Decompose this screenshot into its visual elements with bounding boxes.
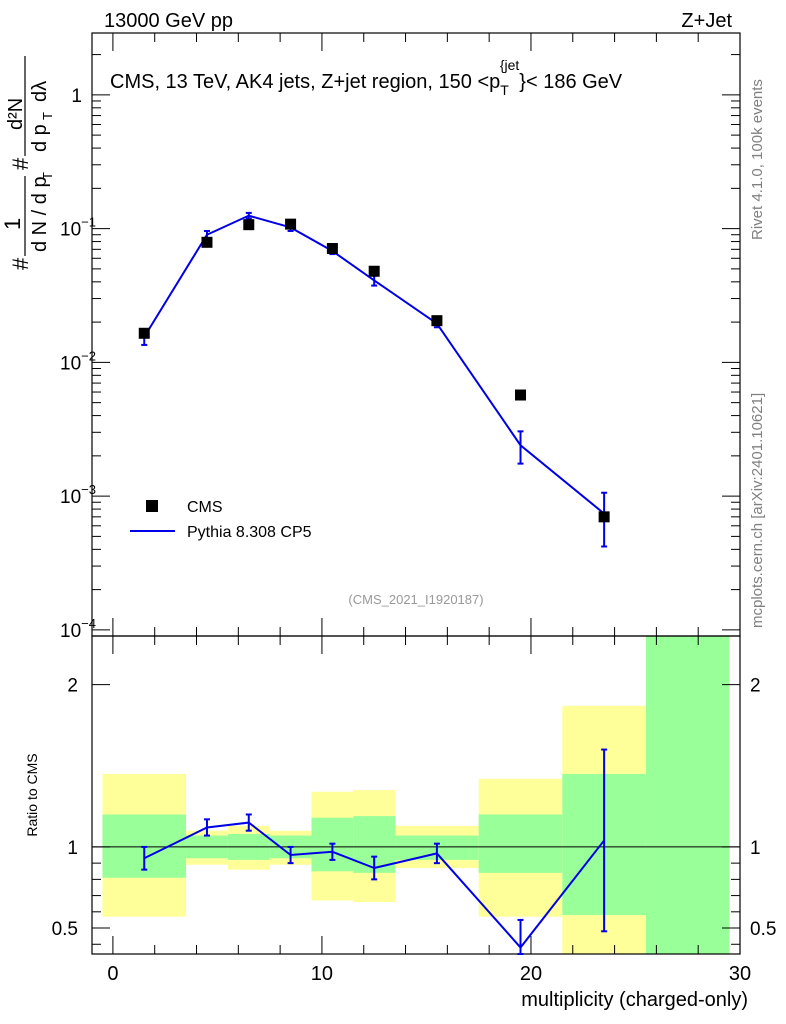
main-axis-ticks: 110−110−210−310−4	[60, 33, 741, 642]
ytick-exponent: −3	[81, 482, 96, 497]
ratio-uncertainty-bands	[102, 636, 730, 954]
plot-title-sup: {jet	[500, 57, 520, 73]
x-tick-label-2: 20	[520, 963, 542, 985]
main-ytick-label-1: 10−1	[60, 215, 96, 241]
ratio-ytick-label-left-2: 2	[67, 676, 78, 697]
ratio-ytick-label-right-1: 1	[750, 838, 761, 859]
ratio-ytick-label-left-1: 1	[67, 838, 78, 859]
main-y-axis-label: # 1 d N / d p T # d²N d p T dλ	[0, 56, 55, 270]
ylabel-t-sub-2: T	[40, 112, 55, 120]
plot-title-tail: }< 186 GeV	[519, 71, 623, 93]
ytick-exponent: −4	[81, 616, 96, 631]
ytick-exponent: −2	[81, 348, 96, 363]
ylabel-dp: d p	[29, 124, 51, 152]
x-tick-label-3: 30	[729, 963, 751, 985]
header-right: Z+Jet	[681, 10, 732, 32]
ylabel-hash-2: #	[8, 157, 33, 170]
ratio-plot-marks	[141, 748, 608, 955]
band-green-9	[645, 636, 730, 954]
ytick-mantissa: 10	[60, 353, 81, 374]
mcplots-url-note: mcplots.cern.ch [arXiv:2401.10621]	[749, 393, 766, 628]
legend: CMS Pythia 8.308 CP5	[130, 499, 312, 541]
ratio-y-axis-label: Ratio to CMS	[24, 753, 40, 836]
plot-title-sub: T	[500, 82, 509, 98]
rivet-version-note: Rivet 4.1.0, 100k events	[749, 79, 766, 240]
ratio-ytick-label-right-0: 0.5	[750, 919, 776, 940]
band-green-7	[478, 814, 563, 873]
ratio-plot-frame	[91, 635, 741, 955]
x-axis-label: multiplicity (charged-only)	[521, 989, 748, 1011]
x-tick-label-0: 0	[107, 963, 118, 985]
cms-data-point	[326, 243, 338, 255]
legend-cms-label: CMS	[187, 499, 223, 516]
plot-title: CMS, 13 TeV, AK4 jets, Z+jet region, 150…	[110, 57, 623, 98]
cms-data-point	[243, 219, 255, 231]
header-left: 13000 GeV pp	[104, 10, 233, 32]
cms-data-point	[138, 327, 150, 339]
legend-pythia-label: Pythia 8.308 CP5	[187, 524, 312, 541]
main-plot-frame	[91, 32, 741, 637]
cms-data-point	[431, 315, 443, 327]
analysis-watermark: (CMS_2021_I1920187)	[348, 592, 483, 607]
cms-data-point	[515, 389, 527, 401]
legend-cms-marker	[146, 500, 158, 512]
cms-data-point	[285, 218, 297, 230]
ytick-mantissa: 10	[60, 621, 81, 642]
ylabel-d2n: d²N	[5, 98, 27, 130]
main-ytick-label-3: 10−3	[60, 482, 96, 508]
ylabel-dn-dpt: d N / d p	[29, 176, 51, 252]
ylabel-one: 1	[0, 218, 25, 230]
ylabel-dlambda: dλ	[29, 81, 51, 102]
main-ytick-label-2: 10−2	[60, 348, 96, 374]
cms-data-point	[368, 265, 380, 277]
ratio-axis-ticks: 0.5 0.51 12 20 10 20 30	[52, 636, 776, 985]
ylabel-t-sub-1: T	[40, 172, 55, 180]
ratio-ytick-label-left-0: 0.5	[52, 919, 78, 940]
cms-data-point	[598, 511, 610, 523]
main-ytick-label-0: 1	[71, 86, 82, 107]
ratio-ytick-label-right-2: 2	[750, 676, 761, 697]
ytick-exponent: −1	[81, 215, 96, 230]
ylabel-hash-1: #	[8, 257, 33, 270]
plot-title-main: CMS, 13 TeV, AK4 jets, Z+jet region, 150…	[110, 71, 500, 93]
ytick-mantissa: 10	[60, 487, 81, 508]
main-ytick-label-4: 10−4	[60, 616, 96, 642]
cms-data-point	[201, 236, 213, 248]
x-tick-label-1: 10	[311, 963, 333, 985]
main-plot-marks	[138, 211, 610, 548]
pythia-line	[143, 214, 605, 515]
ytick-mantissa: 10	[60, 220, 81, 241]
